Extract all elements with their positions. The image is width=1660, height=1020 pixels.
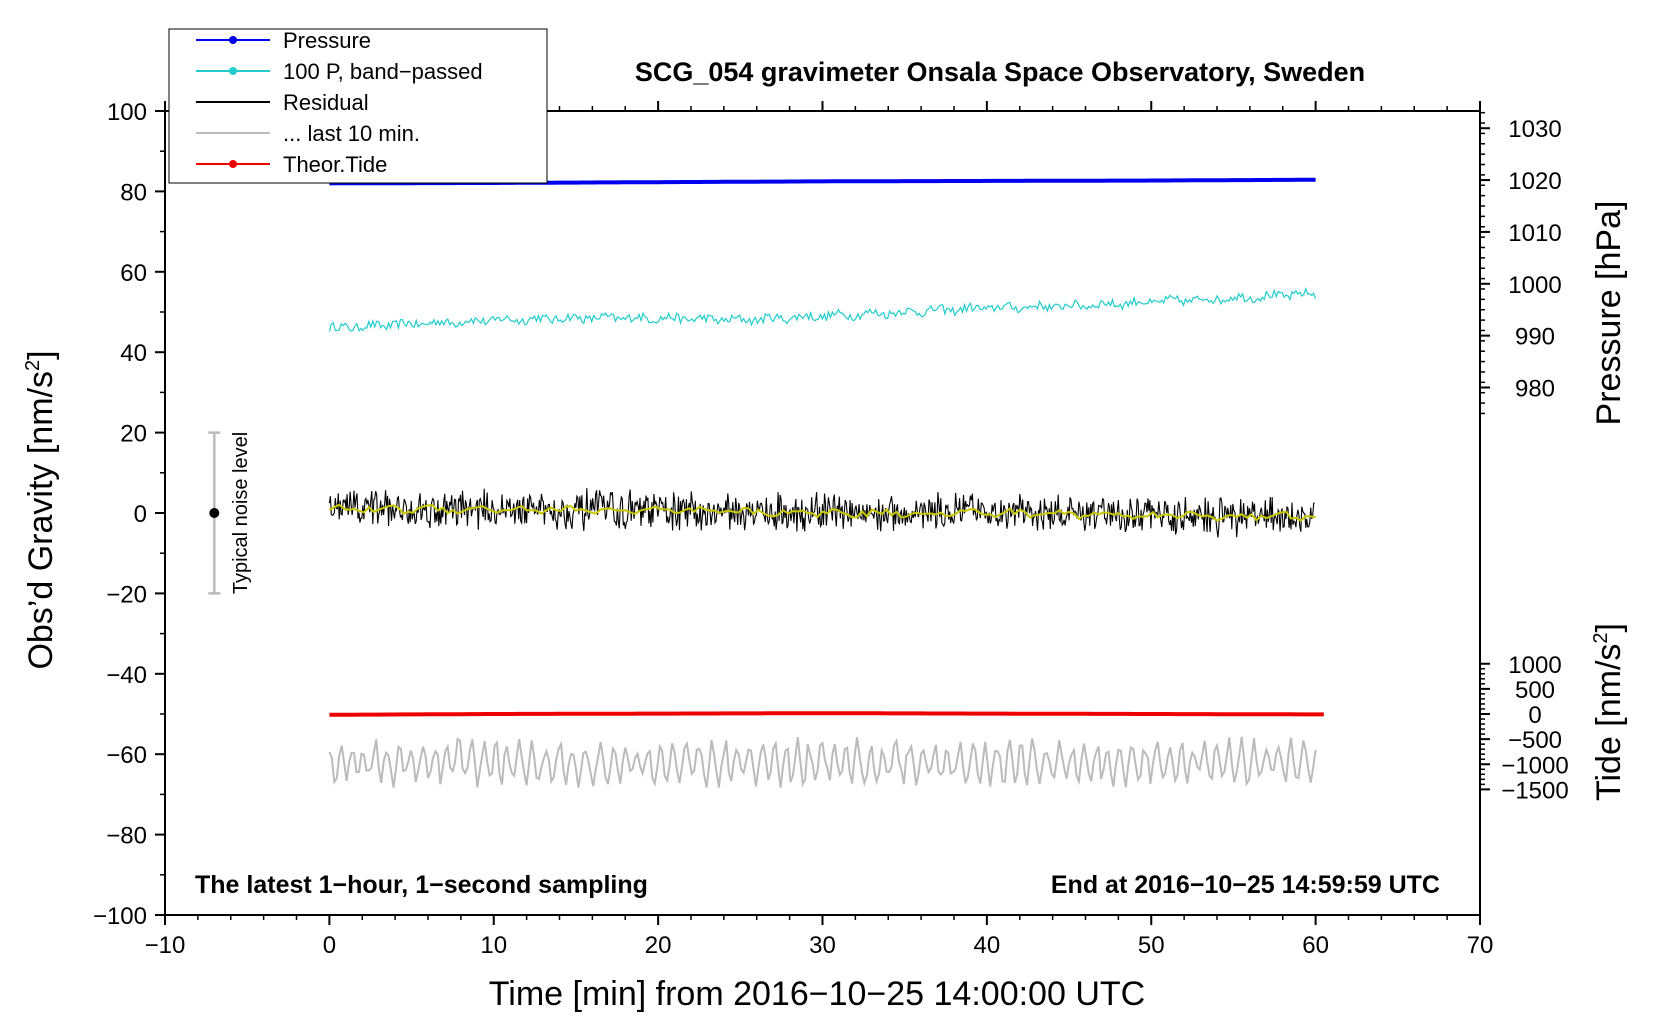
tide-axis-title: Tide [nm/s2] bbox=[1590, 623, 1628, 801]
x-tick-label: 0 bbox=[323, 932, 336, 959]
legend-label: 100 P, band−passed bbox=[283, 59, 483, 84]
y-axis-title-close: ] bbox=[22, 350, 60, 359]
x-tick-label: 40 bbox=[974, 932, 1001, 959]
x-tick-label: 50 bbox=[1138, 932, 1165, 959]
x-tick-label: 10 bbox=[480, 932, 507, 959]
y-axis-title-sup: 2 bbox=[22, 360, 44, 371]
pressure-tick-label: 990 bbox=[1515, 324, 1555, 351]
annotation-bottom-left: The latest 1−hour, 1−second sampling bbox=[195, 871, 648, 899]
y-axis-title-main: Obs’d Gravity [nm/s bbox=[22, 371, 60, 670]
y-tick-label: 0 bbox=[134, 501, 147, 528]
chart-title: SCG_054 gravimeter Onsala Space Observat… bbox=[635, 57, 1365, 87]
y-tick-label: −20 bbox=[106, 581, 147, 608]
series-last-10-min-line bbox=[328, 736, 1317, 788]
tide-tick-label: −1000 bbox=[1501, 752, 1568, 779]
legend: Pressure 100 P, band−passed Residual ... la… bbox=[168, 28, 548, 184]
legend-label: Pressure bbox=[283, 28, 371, 53]
noise-bar-label: Typical noise level bbox=[230, 432, 252, 594]
series-theor-tide-line bbox=[329, 711, 1324, 717]
pressure-tick-label: 980 bbox=[1515, 376, 1555, 403]
legend-marker bbox=[229, 160, 237, 168]
tide-tick-label: 0 bbox=[1528, 702, 1541, 729]
y-axis-title: Obs’d Gravity [nm/s2] bbox=[22, 350, 60, 669]
series-residual-smoothed-line bbox=[328, 503, 1316, 522]
noise-bar-point bbox=[209, 508, 220, 518]
pressure-tick-label: 1020 bbox=[1508, 168, 1561, 195]
legend-label: Residual bbox=[283, 90, 369, 115]
y-tick-label: −100 bbox=[93, 903, 147, 930]
tide-tick-label: 1000 bbox=[1508, 652, 1561, 679]
noise-bar bbox=[208, 431, 221, 595]
tide-axis-title-main: Tide [nm/s bbox=[1590, 644, 1628, 801]
pressure-tick-label: 1030 bbox=[1508, 116, 1561, 143]
tide-tick-label: −1500 bbox=[1501, 777, 1568, 804]
x-tick-label: 70 bbox=[1467, 932, 1494, 959]
tick-labels: −10 0 10 20 30 40 50 60 70−100−80−60−40−20020406… bbox=[93, 99, 1569, 959]
y-tick-label: 100 bbox=[107, 99, 147, 126]
tide-axis-title-close: ] bbox=[1590, 623, 1628, 632]
tide-tick-label: 500 bbox=[1515, 677, 1555, 704]
y-tick-label: −40 bbox=[106, 662, 147, 689]
series-layer bbox=[328, 177, 1324, 788]
pressure-tick-label: 1010 bbox=[1508, 220, 1561, 247]
pressure-tick-label: 1000 bbox=[1508, 272, 1561, 299]
y-tick-label: 20 bbox=[120, 421, 147, 448]
x-tick-label: 60 bbox=[1302, 932, 1329, 959]
tide-tick-label: −500 bbox=[1508, 727, 1562, 754]
legend-marker bbox=[229, 67, 237, 75]
x-tick-label: 20 bbox=[645, 932, 672, 959]
y-tick-label: 80 bbox=[120, 179, 147, 206]
x-tick-label: 30 bbox=[809, 932, 836, 959]
tide-axis-title-sup: 2 bbox=[1590, 632, 1612, 643]
pressure-axis-title: Pressure [hPa] bbox=[1590, 201, 1628, 426]
legend-label: Theor.Tide bbox=[283, 152, 387, 177]
y-tick-label: 60 bbox=[120, 260, 147, 287]
series-band-passed-line bbox=[328, 287, 1317, 333]
legend-box bbox=[168, 28, 548, 184]
annotation-bottom-right: End at 2016−10−25 14:59:59 UTC bbox=[1051, 871, 1440, 899]
legend-label: ... last 10 min. bbox=[283, 121, 420, 146]
x-axis-title: Time [min] from 2016−10−25 14:00:00 UTC bbox=[489, 975, 1145, 1013]
y-tick-label: 40 bbox=[120, 340, 147, 367]
y-tick-label: −80 bbox=[106, 823, 147, 850]
legend-marker bbox=[229, 36, 237, 44]
y-tick-label: −60 bbox=[106, 742, 147, 769]
x-tick-label: −10 bbox=[145, 932, 186, 959]
